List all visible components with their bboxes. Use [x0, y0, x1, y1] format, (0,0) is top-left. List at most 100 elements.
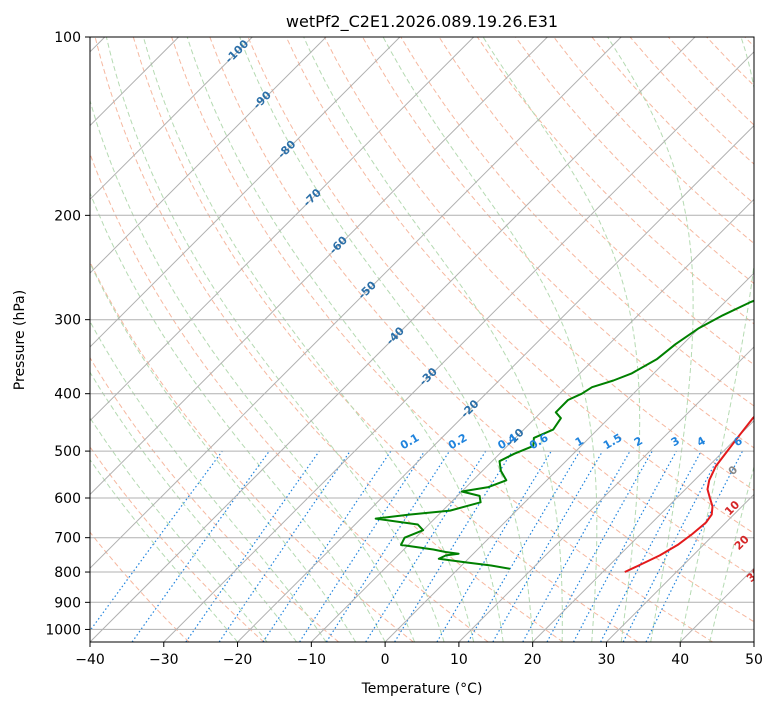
mixing-ratio-line [546, 450, 653, 642]
x-tick-label: 30 [598, 652, 616, 668]
moist-adiabat [709, 465, 754, 642]
mixing-ratio-line [131, 450, 270, 642]
mixing-ratio-line [467, 450, 581, 642]
mixing-ratio-label: 0.2 [446, 431, 469, 452]
dry-adiabat [90, 152, 489, 642]
y-tick-label: 400 [54, 387, 81, 403]
moist-adiabat [239, 37, 534, 642]
dry-adiabat [744, 37, 754, 47]
mixing-ratio-line [394, 450, 513, 642]
dry-adiabat-label: 30 [744, 565, 764, 585]
isotherm-line [90, 37, 253, 201]
dry-adiabat [90, 446, 265, 642]
mixing-ratio-label: 2 [632, 434, 645, 449]
y-tick-label: 200 [54, 208, 81, 224]
dry-adiabat [362, 37, 754, 449]
dry-adiabat [667, 37, 754, 126]
moist-adiabat [90, 262, 357, 642]
mixing-ratio-label: 8 [754, 434, 767, 449]
moist-adiabat [105, 37, 445, 642]
x-tick-label: 50 [745, 652, 763, 668]
temperature-profile-line [624, 415, 754, 573]
x-tick-label: 10 [450, 652, 468, 668]
mixing-ratio-line [90, 450, 223, 632]
x-tick-label: −30 [149, 652, 179, 668]
chart-title: wetPf2_C2E1.2026.089.19.26.E31 [286, 12, 558, 32]
moist-adiabat [142, 37, 475, 642]
x-axis-label: Temperature (°C) [361, 681, 483, 697]
mixing-ratio-line [522, 450, 631, 642]
x-tick-label: 0 [381, 652, 390, 668]
x-axis-ticks: −40 −30 −20 −10 0 10 20 30 40 50 [75, 642, 763, 668]
mixing-ratio-line [325, 450, 450, 642]
moist-adiabat [303, 37, 563, 642]
y-tick-label: 800 [54, 565, 81, 581]
dry-adiabat [323, 37, 754, 491]
isotherm-line [458, 346, 754, 642]
dry-adiabat [629, 37, 754, 165]
isotherm-line [679, 567, 754, 642]
mixing-ratio-label: 0.6 [527, 431, 551, 452]
x-tick-label: −10 [297, 652, 327, 668]
moist-adiabat [90, 416, 268, 642]
moist-adiabat [382, 37, 598, 642]
y-axis-label: Pressure (hPa) [12, 290, 28, 390]
isotherm-line [384, 272, 754, 642]
isotherm-line [753, 641, 754, 642]
y-tick-label: 1000 [45, 622, 81, 638]
isotherm-line [90, 37, 401, 348]
y-axis-ticks: 100 200 300 400 500 600 700 800 900 1000 [45, 30, 90, 638]
mixing-ratio-line [218, 450, 351, 642]
dry-adiabat-label: 10 [722, 498, 742, 518]
mixing-ratio-line [262, 450, 392, 642]
isotherm-line [90, 37, 327, 274]
dry-adiabat [209, 37, 754, 623]
dewpoint-profile-line [374, 299, 754, 570]
mixing-ratio-label: 6 [731, 434, 744, 449]
y-tick-label: 500 [54, 444, 81, 460]
y-tick-label: 700 [54, 531, 81, 547]
mixing-ratio-label: 1 [573, 434, 586, 449]
mixing-ratio-line [299, 450, 426, 642]
isotherm-line [90, 37, 696, 642]
dry-adiabat-label: 20 [732, 532, 752, 552]
dry-adiabat [90, 531, 190, 642]
x-tick-label: 20 [524, 652, 542, 668]
isotherm-line [163, 51, 754, 642]
moist-adiabat [679, 37, 754, 642]
x-tick-label: −20 [223, 652, 253, 668]
x-tick-label: 40 [671, 652, 689, 668]
mixing-ratio-line [600, 450, 702, 642]
dry-adiabat [94, 37, 564, 642]
plot-frame [89, 36, 755, 643]
isotherm-line [237, 124, 754, 642]
y-tick-label: 900 [54, 595, 81, 611]
y-tick-label: 300 [54, 313, 81, 329]
moist-adiabat [186, 37, 504, 642]
dry-adiabat [515, 37, 754, 285]
dry-adiabat [438, 37, 754, 366]
dry-adiabat-label: 0 [726, 463, 741, 478]
dry-adiabat [90, 260, 414, 642]
isotherm-line [90, 37, 622, 569]
isotherm-line [532, 419, 754, 642]
dry-adiabat [171, 37, 713, 642]
isotherm-line [606, 493, 754, 642]
mixing-ratio-line [185, 450, 320, 642]
moist-adiabat [90, 320, 327, 642]
moist-adiabat [90, 191, 386, 642]
mixing-ratio-label: 3 [669, 434, 682, 449]
isotherm-line [310, 198, 754, 642]
dry-adiabat-label: 40 [758, 595, 775, 615]
dry-adiabat [132, 37, 639, 642]
moist-adiabat [90, 458, 238, 642]
grid-lines [90, 37, 754, 642]
moist-adiabat [607, 37, 694, 642]
mixing-ratio-label: 1.5 [601, 431, 624, 452]
mixing-ratio-label: 4 [695, 434, 708, 449]
mixing-ratio-line [572, 450, 677, 642]
isotherm-line [90, 37, 548, 496]
y-tick-label: 600 [54, 491, 81, 507]
profile-lines [374, 299, 754, 573]
